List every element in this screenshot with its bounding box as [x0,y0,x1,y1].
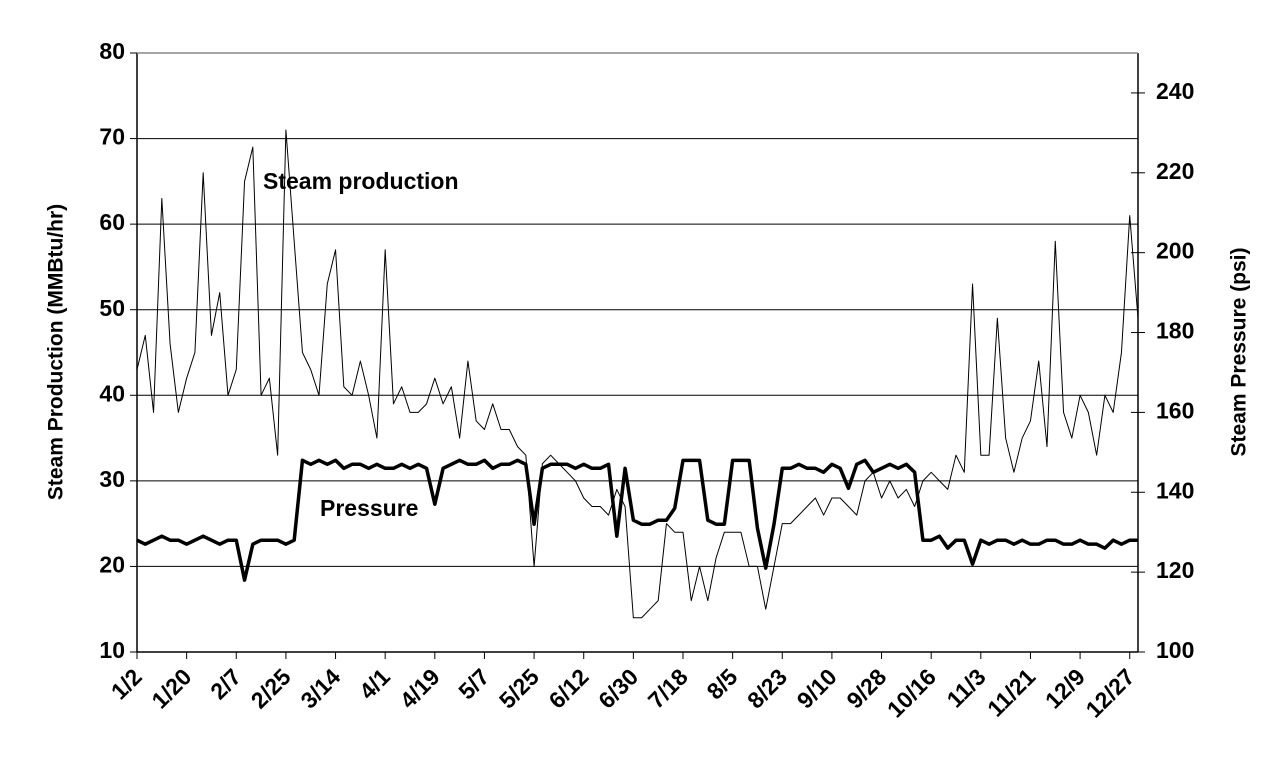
y-tick-label: 80 [99,38,125,64]
y-tick-label: 30 [99,466,125,492]
y-tick-label: 70 [99,124,125,150]
x-tick-label: 5/25 [494,663,544,713]
y-tick-label: 40 [99,380,125,406]
x-tick-label: 6/12 [544,663,594,713]
y2-tick-label: 140 [1156,477,1194,503]
y2-tick-label: 100 [1156,637,1194,663]
y-tick-label: 50 [99,295,125,321]
steam-annotation: Steam production [263,168,459,194]
series-line [136,129,1139,619]
x-tick-label: 8/23 [742,663,792,713]
x-tick-label: 2/7 [205,663,246,704]
x-tick-label: 6/30 [593,663,643,713]
y2-axis-label: Steam Pressure (psi) [1228,248,1251,457]
x-tick-label: 11/21 [982,663,1040,721]
x-tick-label: 1/20 [146,663,196,713]
x-tick-label: 10/16 [882,663,941,722]
pressure-annotation: Pressure [320,495,418,521]
y2-tick-label: 200 [1156,238,1194,264]
y2-tick-label: 240 [1156,78,1194,104]
x-tick-label: 7/18 [643,663,693,713]
y-tick-label: 20 [99,552,125,578]
x-tick-label: 1/2 [106,663,147,704]
x-tick-label: 2/25 [246,663,296,713]
y2-tick-label: 220 [1156,158,1194,184]
x-tick-label: 4/1 [354,663,395,704]
x-tick-label: 4/19 [395,663,445,713]
y2-tick-label: 160 [1156,397,1194,423]
y2-tick-label: 180 [1156,318,1194,344]
series-line [136,458,1138,582]
y-tick-label: 60 [99,209,125,235]
x-tick-label: 3/14 [295,663,345,713]
y-axis-label: Steam Production (MMBtu/hr) [45,204,68,500]
y2-tick-label: 120 [1156,557,1194,583]
y-tick-label: 10 [99,637,125,663]
x-tick-label: 8/5 [701,663,742,704]
x-tick-label: 5/7 [453,663,494,704]
x-tick-label: 9/10 [792,663,842,713]
x-tick-label: 12/27 [1080,663,1139,722]
